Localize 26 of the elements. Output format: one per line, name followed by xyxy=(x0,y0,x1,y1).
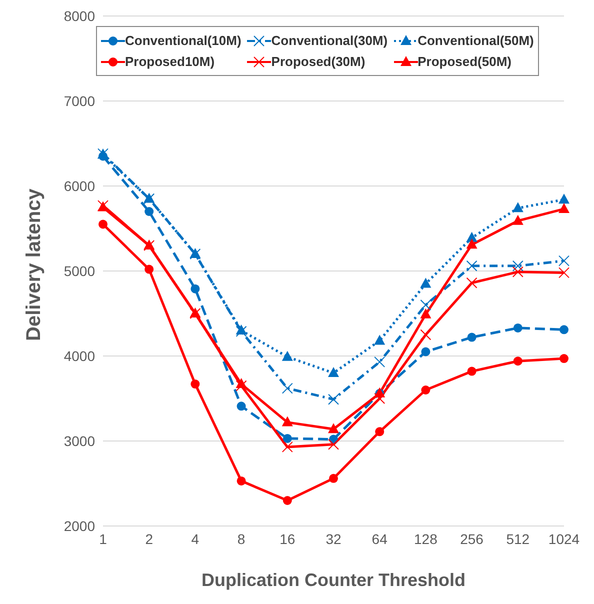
legend-label: Conventional(50M) xyxy=(418,33,534,48)
y-tick-label: 3000 xyxy=(64,432,96,449)
x-tick-label: 1 xyxy=(99,530,108,547)
y-tick-label: 5000 xyxy=(64,262,96,279)
x-tick-label: 2 xyxy=(145,530,154,547)
legend-label: Proposed(30M) xyxy=(271,54,366,69)
y-axis-title: Delivery latency xyxy=(23,188,46,341)
x-tick-label: 128 xyxy=(414,530,438,547)
x-axis-title: Duplication Counter Threshold xyxy=(202,570,466,590)
x-tick-label: 512 xyxy=(506,530,530,547)
x-tick-label: 16 xyxy=(280,530,296,547)
legend-label: Conventional(10M) xyxy=(125,33,242,48)
y-tick-label: 2000 xyxy=(64,518,96,534)
x-tick-label: 256 xyxy=(460,530,484,547)
x-tick-label: 64 xyxy=(372,530,388,547)
legend-label: Proposed10M) xyxy=(125,54,215,69)
x-tick-label: 4 xyxy=(191,530,200,547)
y-tick-label: 4000 xyxy=(64,348,96,364)
y-tick-label: 7000 xyxy=(64,92,96,109)
legend-label: Conventional(30M) xyxy=(271,33,388,48)
y-tick-label: 8000 xyxy=(64,8,96,24)
y-tick-label: 6000 xyxy=(64,178,96,194)
x-tick-label: 8 xyxy=(237,530,246,547)
x-tick-label: 32 xyxy=(326,530,342,547)
x-tick-label: 1024 xyxy=(548,530,580,547)
legend-label: Proposed(50M) xyxy=(418,54,512,69)
